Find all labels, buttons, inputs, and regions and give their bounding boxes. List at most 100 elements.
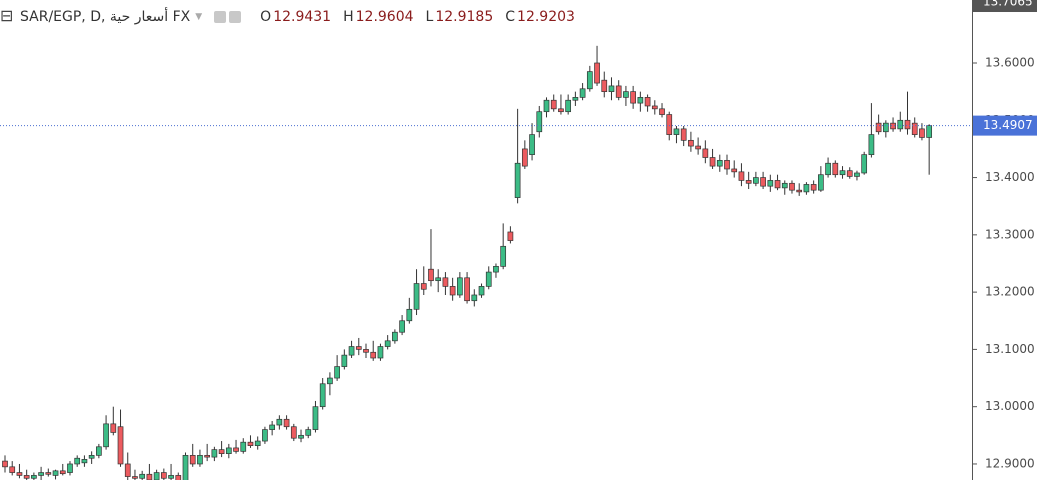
candle-body [485, 271, 492, 287]
candle-body [781, 182, 788, 189]
dropdown-arrow[interactable]: ▼ [195, 12, 203, 22]
candle-body [283, 418, 290, 428]
candle-body [680, 128, 687, 141]
candle-body [399, 320, 405, 333]
candle-body [543, 99, 550, 113]
candle-body [16, 472, 23, 476]
candle-body [204, 455, 211, 458]
candle-body [586, 71, 593, 90]
legend-header: SAR/EGP, D, أسعار حية FX ▼ O 12.9431 H 12.9… [0, 9, 575, 25]
menu-icon[interactable]: ⊟ [0, 6, 14, 25]
candle-body [760, 177, 766, 187]
candle-body [702, 148, 709, 158]
candle-body [59, 470, 66, 475]
legend-value: 12.9604 [355, 9, 414, 25]
candle-body [875, 122, 882, 133]
candle-body [74, 457, 81, 465]
candle-body [608, 85, 615, 92]
candle-body [919, 128, 925, 138]
candle-body [796, 189, 803, 193]
candle-body [319, 383, 326, 408]
candle-body [225, 447, 232, 455]
candle-body [88, 455, 95, 459]
candle-body [803, 184, 810, 193]
candle-body [413, 283, 420, 310]
candle-body [269, 424, 275, 430]
candle-body [536, 111, 543, 133]
visibility-icon[interactable] [214, 11, 227, 23]
candle-body [565, 99, 572, 113]
candle-body [637, 97, 644, 104]
candle-body [23, 475, 30, 479]
candle-body [52, 470, 59, 476]
candle-body [500, 245, 507, 267]
candle-body [514, 162, 521, 198]
candle-body [623, 91, 629, 98]
y-tick-label: 13.1000 [985, 342, 1035, 356]
settings-icon[interactable] [229, 11, 242, 23]
candle-body [810, 184, 817, 191]
candle-body [464, 277, 470, 302]
top-price-label: 13.7065 [983, 0, 1033, 9]
candle-body [882, 122, 889, 133]
candle-body [926, 125, 933, 138]
candles [2, 45, 933, 480]
candle-body [428, 268, 434, 282]
candle-body [420, 283, 427, 290]
candle-body [298, 434, 304, 439]
legend-label: L [425, 9, 434, 25]
candle-body [377, 346, 384, 359]
candle-body [673, 128, 680, 135]
candle-body [716, 160, 723, 167]
candle-body [753, 177, 759, 184]
candle-body [904, 119, 911, 130]
candle-body [9, 466, 16, 473]
candle-body [659, 108, 665, 115]
symbol-title[interactable]: SAR/EGP, D, أسعار حية FX [20, 9, 191, 25]
candle-body [521, 148, 528, 167]
candle-body [110, 423, 117, 433]
candle-body [911, 122, 918, 135]
y-tick-label: 13.3000 [985, 227, 1035, 241]
legend-label: O [260, 9, 272, 25]
candle-body [724, 160, 730, 170]
y-tick-label: 13.2000 [985, 285, 1035, 299]
candle-body [449, 286, 456, 296]
candle-body [153, 472, 160, 480]
candle-body [846, 170, 853, 177]
candle-body [233, 447, 239, 452]
y-tick-label: 13.4000 [985, 170, 1035, 184]
candle-body [868, 134, 875, 156]
candle-body [666, 114, 673, 135]
candle-body [644, 97, 651, 107]
candle-body [457, 277, 463, 296]
candle-body [709, 157, 716, 167]
candle-body [327, 377, 333, 385]
legend-value: 12.9431 [273, 9, 332, 25]
candle-body [558, 108, 564, 113]
candle-body [442, 277, 449, 287]
candle-body [738, 171, 745, 181]
candle-body [854, 172, 860, 177]
candle-body [182, 455, 189, 480]
y-tick-label: 13.6000 [985, 56, 1035, 70]
candle-body [67, 463, 73, 473]
candle-body [861, 154, 868, 174]
candle-body [96, 446, 102, 456]
candle-body [789, 182, 795, 191]
candle-body [31, 475, 37, 479]
candle-body [117, 426, 124, 465]
candle-body [160, 472, 167, 479]
candle-body [435, 277, 442, 282]
ohlc-values: O 12.9431 H 12.9604 L 12.9185 C 12.9203 [244, 9, 575, 25]
candle-body [348, 346, 355, 356]
candle-body [247, 441, 254, 446]
candle-body [124, 463, 131, 477]
candle-body [731, 168, 738, 173]
candle-body [146, 473, 153, 480]
candle-body [189, 455, 196, 465]
candle-body [341, 354, 348, 367]
candle-body [81, 459, 88, 464]
